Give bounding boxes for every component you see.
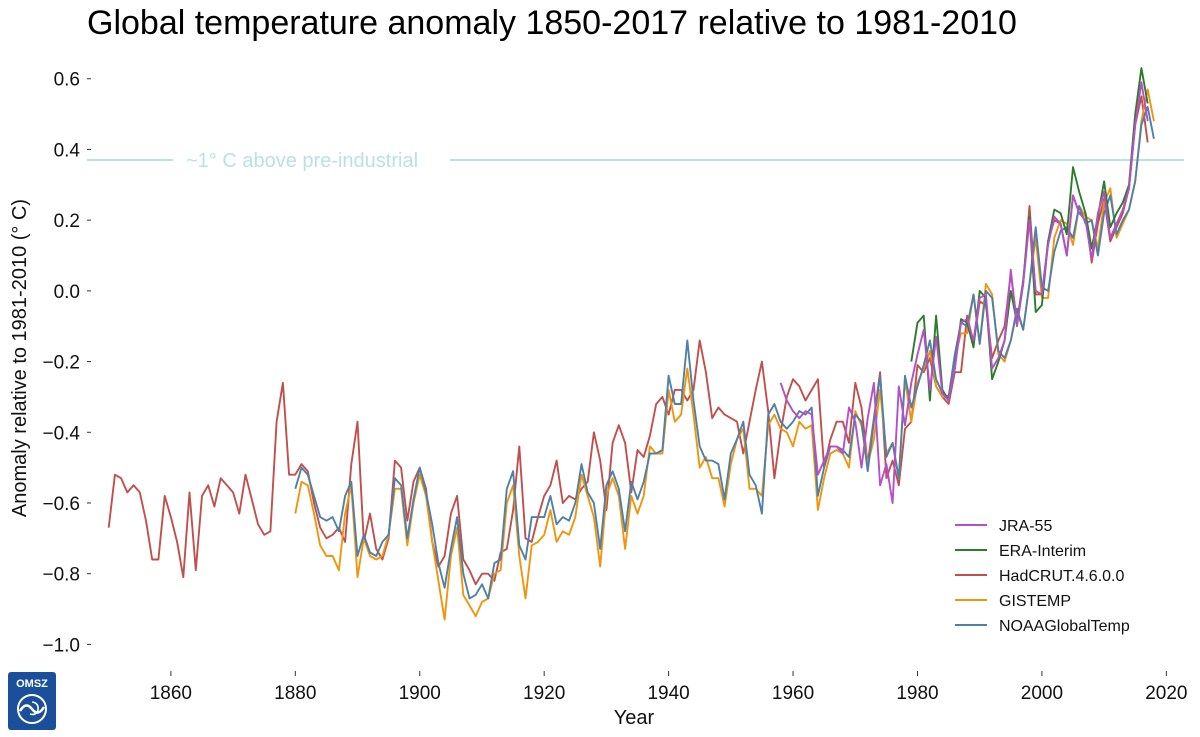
x-tick-label: 1960 <box>772 683 814 704</box>
legend-entry-label: GISTEMP <box>999 593 1071 610</box>
x-axis: 1860 1880 1900 1920 1940 1960 1980 2000 2020 <box>150 671 1187 704</box>
x-tick-label: 1940 <box>647 683 689 704</box>
legend-entry-label: JRA-55 <box>999 518 1052 535</box>
y-tick-label: −0.2 <box>42 353 80 374</box>
y-axis-label: Anomaly relative to 1981-2010 (° C) <box>9 199 31 517</box>
reference-line-label: ~1° C above pre-industrial <box>186 150 418 172</box>
logo-wave-icon <box>18 704 46 714</box>
x-tick-label: 1860 <box>150 683 192 704</box>
logo-spiral-icon <box>29 701 39 716</box>
series-lines <box>107 67 1155 621</box>
legend: JRA-55 ERA-Interim HadCRUT.4.6.0.0 GISTEMP N… <box>955 518 1130 635</box>
y-tick-label: 0.2 <box>54 211 80 232</box>
x-tick-label: 2000 <box>1021 683 1063 704</box>
y-tick-label: −0.4 <box>42 423 80 444</box>
y-tick-label: −0.6 <box>42 494 80 515</box>
x-tick-label: 1980 <box>896 683 938 704</box>
logo-swirl-icon <box>17 694 47 724</box>
x-tick-label: 1900 <box>399 683 441 704</box>
series-line-gistemp <box>294 88 1155 621</box>
y-tick-label: −0.8 <box>42 565 80 586</box>
legend-entry-label: ERA-Interim <box>999 543 1086 560</box>
x-axis-label: Year <box>614 707 655 729</box>
y-axis: 0.6 0.4 0.2 0.0 −0.2 −0.4 −0.6 −0.8 −1.0 <box>42 70 91 656</box>
y-tick-label: −1.0 <box>42 635 80 656</box>
y-tick-label: 0.6 <box>54 70 80 91</box>
x-tick-label: 2020 <box>1145 683 1187 704</box>
y-tick-label: 0.4 <box>54 140 81 161</box>
legend-entry-label: NOAAGlobalTemp <box>999 618 1130 635</box>
x-tick-label: 1880 <box>274 683 316 704</box>
reference-line-group: ~1° C above pre-industrial <box>87 150 1184 172</box>
omsz-logo: OMSZ <box>8 672 56 730</box>
series-line-noaaglobaltemp <box>294 106 1155 600</box>
x-tick-label: 1920 <box>523 683 565 704</box>
series-line-jra-55 <box>779 81 1149 504</box>
legend-entry-label: HadCRUT.4.6.0.0 <box>999 568 1124 585</box>
y-tick-label: 0.0 <box>54 282 80 303</box>
logo-text: OMSZ <box>16 678 48 690</box>
chart-title: Global temperature anomaly 1850-2017 rel… <box>87 4 1017 42</box>
